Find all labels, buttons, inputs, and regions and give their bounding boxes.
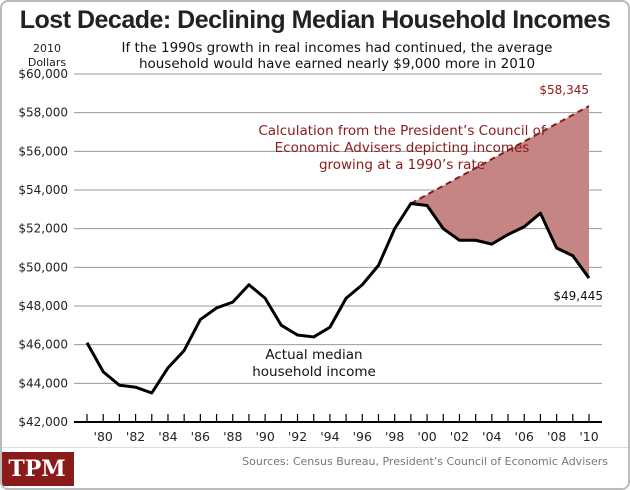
y-tick-label: $50,000 — [18, 260, 68, 274]
x-tick-label: '04 — [482, 429, 501, 444]
actual-annotation: Actual median household income — [252, 347, 376, 380]
y-tick-label: $42,000 — [18, 415, 68, 429]
sources-note: Sources: Census Bureau, President’s Coun… — [242, 455, 608, 468]
projection-gap-area — [410, 105, 589, 279]
y-tick-label: $44,000 — [18, 376, 68, 390]
projection-annotation: Calculation from the President’s Council… — [258, 123, 547, 173]
x-tick-label: '84 — [158, 429, 177, 444]
y-tick-label: $52,000 — [18, 222, 68, 236]
x-tick-label: '02 — [450, 429, 469, 444]
x-tick-label: '88 — [223, 429, 242, 444]
projected-end-label: $58,345 — [539, 83, 589, 97]
y-tick-label: $60,000 — [18, 67, 68, 81]
footer-divider — [2, 447, 628, 448]
x-tick-label: '98 — [385, 429, 404, 444]
x-tick-label: '00 — [417, 429, 436, 444]
chart-title: Lost Decade: Declining Median Household … — [19, 6, 611, 34]
y-tick-label: $54,000 — [18, 183, 68, 197]
x-tick-label: '90 — [255, 429, 274, 444]
actual-income-line — [85, 202, 591, 395]
x-tick-label: '92 — [288, 429, 307, 444]
tpm-logo: TPM — [2, 452, 74, 486]
y-tick-label: $48,000 — [18, 299, 68, 313]
chart-subtitle: If the 1990s growth in real incomes had … — [121, 40, 553, 72]
projection-line — [410, 105, 590, 205]
x-tick-label: '06 — [515, 429, 534, 444]
y-tick-label: $46,000 — [18, 338, 68, 352]
actual-end-label: $49,445 — [553, 289, 603, 303]
x-tick-label: '86 — [191, 429, 210, 444]
x-tick-label: '82 — [126, 429, 145, 444]
x-tick-label: '96 — [353, 429, 372, 444]
y-tick-label: $56,000 — [18, 144, 68, 158]
x-tick-label: '08 — [547, 429, 566, 444]
y-tick-label: $58,000 — [18, 106, 68, 120]
x-tick-label: '10 — [579, 429, 598, 444]
x-tick-label: '94 — [320, 429, 339, 444]
x-tick-label: '80 — [94, 429, 113, 444]
y-axis-label: 2010 Dollars — [27, 42, 67, 69]
